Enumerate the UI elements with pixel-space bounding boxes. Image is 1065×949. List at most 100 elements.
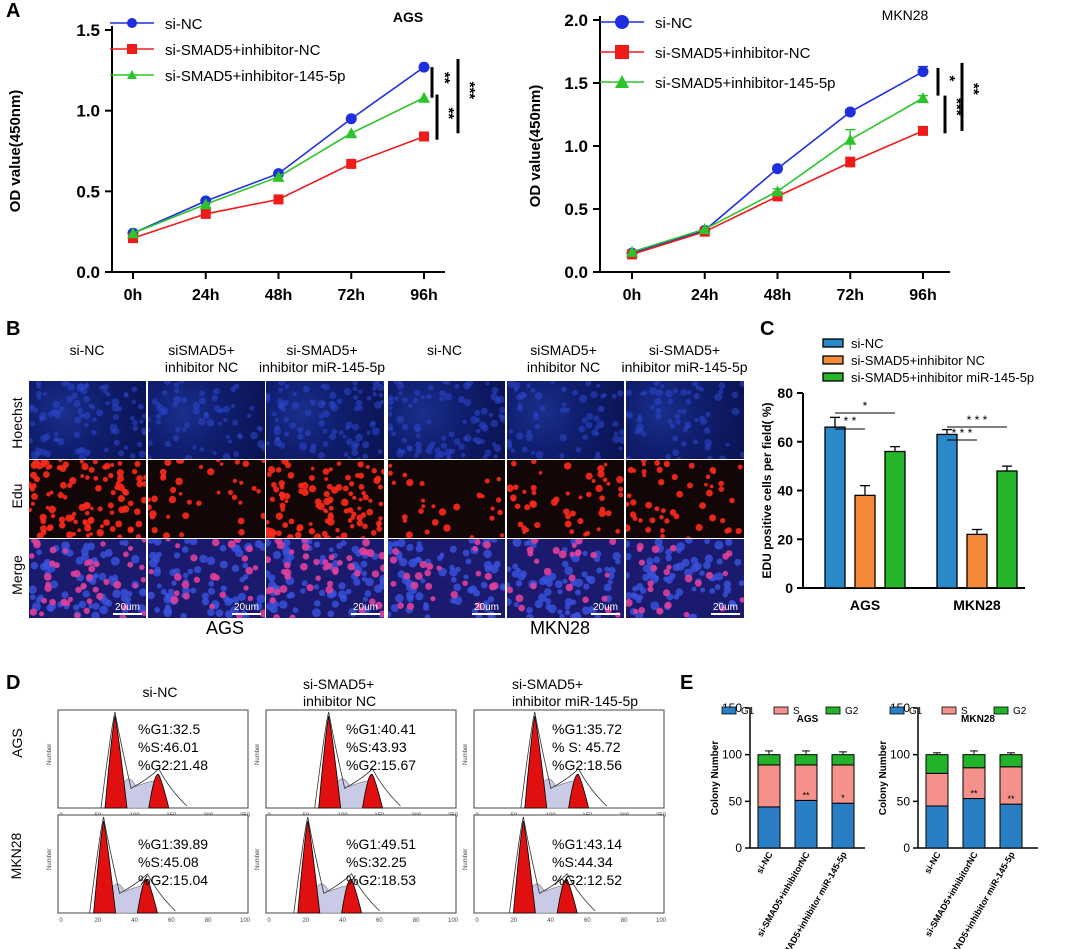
histogram-outline [89, 816, 176, 914]
nucleus [44, 450, 51, 457]
nucleus [406, 595, 414, 603]
micrograph-cells [626, 381, 744, 460]
nucleus [660, 384, 665, 389]
edu-cell [483, 541, 491, 549]
nucleus [449, 448, 456, 455]
nucleus [483, 549, 492, 559]
nucleus [462, 419, 468, 425]
edu-cell [575, 539, 583, 545]
nucleus [208, 580, 215, 587]
edu-cell [193, 576, 201, 583]
panel-letter-b: B [6, 318, 21, 340]
edu-cell [388, 470, 393, 476]
edu-cell [170, 595, 179, 604]
nucleus [338, 582, 346, 590]
nucleus [490, 392, 499, 401]
nucleus [517, 572, 526, 581]
edu-cell [117, 495, 125, 503]
nucleus [441, 435, 447, 441]
edu-cell [296, 523, 304, 531]
nucleus [29, 406, 33, 413]
y-tick-label: 20 [777, 531, 793, 547]
data-point [418, 91, 430, 103]
nucleus [119, 540, 125, 546]
legend-marker [615, 15, 629, 29]
edu-cell [298, 488, 304, 495]
nucleus [476, 440, 481, 445]
edu-cell [141, 539, 146, 543]
nucleus [84, 449, 91, 456]
nucleus [355, 433, 363, 442]
nucleus [665, 389, 673, 398]
nucleus [725, 442, 730, 447]
edu-cell [83, 607, 90, 614]
edu-cell [604, 572, 610, 578]
nucleus [112, 589, 122, 598]
nucleus [131, 399, 136, 404]
data-point [771, 185, 784, 197]
bar [936, 433, 958, 589]
edu-cell [273, 614, 280, 618]
edu-cell [606, 481, 611, 486]
edu-cell [350, 515, 356, 520]
micrograph-tile [28, 459, 147, 540]
edu-cell [169, 486, 177, 494]
edu-cell [373, 476, 381, 485]
nucleus [318, 589, 326, 597]
edu-cell [484, 572, 492, 581]
legend-label: si-SMAD5+inhibitor-NC [165, 42, 321, 59]
edu-cell [597, 470, 605, 478]
edu-cell [585, 472, 593, 480]
edu-cell [705, 474, 711, 480]
nucleus [455, 566, 461, 572]
edu-cell [424, 529, 430, 535]
nucleus [206, 556, 216, 566]
edu-cell [596, 527, 601, 532]
nucleus [453, 596, 463, 605]
nucleus [490, 539, 498, 543]
g1-peak [93, 820, 117, 914]
edu-cell [328, 467, 333, 472]
edu-cell [267, 466, 276, 474]
edu-cell [377, 484, 383, 490]
nucleus [118, 450, 125, 457]
edu-cell [38, 611, 45, 617]
nucleus [327, 610, 335, 618]
edu-cell [658, 478, 665, 486]
edu-cell [574, 550, 581, 557]
nucleus [669, 423, 676, 429]
edu-cell [362, 539, 370, 547]
nucleus [53, 409, 58, 414]
nucleus [653, 556, 661, 564]
nucleus [706, 455, 713, 460]
data-point [917, 92, 929, 104]
nucleus [182, 427, 187, 432]
edu-cell [85, 533, 91, 538]
x-tick-label: 48h [265, 287, 293, 304]
nucleus [526, 383, 532, 388]
flow-stats-ags-inhnc: %G1:40.41 %S:43.93 %G2:15.67 [346, 721, 417, 773]
edu-cell [279, 484, 285, 490]
nucleus [582, 434, 589, 441]
edu-cell [47, 524, 54, 531]
edu-cell [453, 503, 461, 511]
nucleus [709, 588, 716, 594]
nucleus [67, 383, 75, 391]
nucleus [266, 539, 271, 547]
nucleus [668, 572, 676, 580]
nucleus [475, 428, 481, 434]
legend-swatch [993, 706, 1009, 715]
nucleus [392, 540, 399, 548]
panel-letter-d: D [6, 672, 21, 694]
x-tick-label: 96h [410, 287, 438, 304]
nucleus [292, 391, 297, 397]
nucleus [171, 580, 177, 586]
edu-cell [182, 592, 190, 600]
nucleus [132, 425, 138, 432]
edu-cell [31, 482, 37, 489]
y-tick-label: 0 [735, 841, 742, 855]
nucleus [73, 431, 81, 439]
edu-cell [260, 512, 265, 520]
nucleus [483, 605, 490, 613]
nucleus [626, 572, 630, 579]
